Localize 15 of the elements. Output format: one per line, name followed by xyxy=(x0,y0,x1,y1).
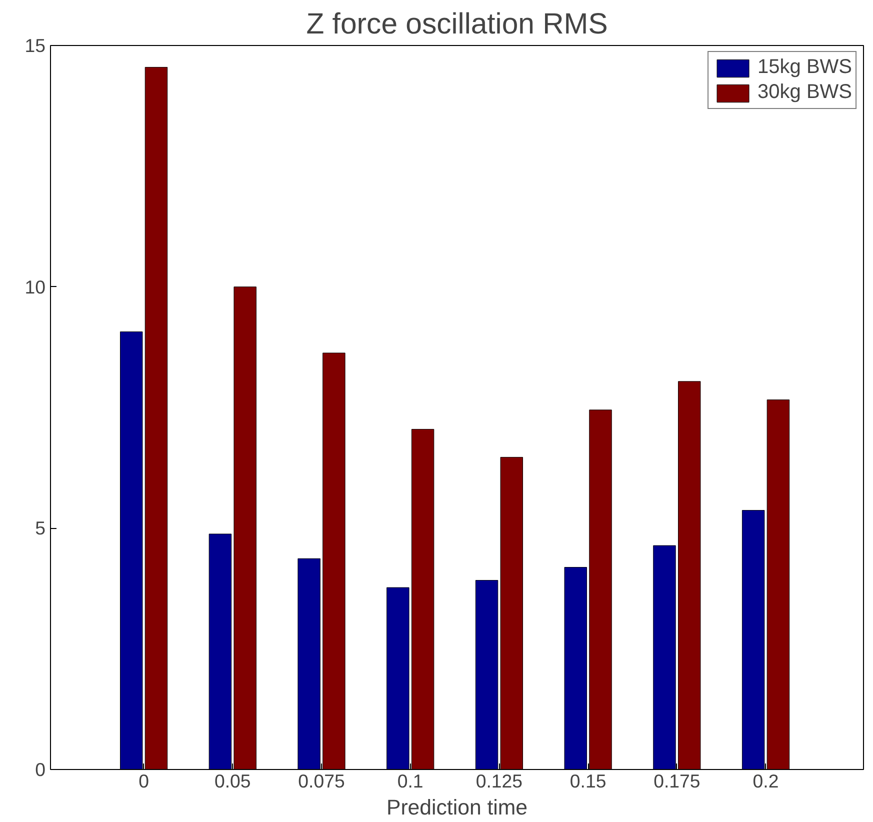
x-tick-label: 0.075 xyxy=(298,770,345,792)
y-tick-label: 15 xyxy=(24,35,46,56)
y-tick-label: 5 xyxy=(35,518,46,539)
x-tick-label: 0.2 xyxy=(752,770,779,792)
x-tick-label: 0.125 xyxy=(476,770,523,792)
x-tick-label: 0.175 xyxy=(654,770,700,792)
x-tick-label: 0.1 xyxy=(397,770,424,792)
legend-label: 15kg BWS xyxy=(758,56,852,79)
legend-label: 30kg BWS xyxy=(758,81,852,104)
y-tick-label: 10 xyxy=(24,276,46,298)
x-axis-title: Prediction time xyxy=(386,796,528,820)
chart-title: Z force oscillation RMS xyxy=(306,8,608,40)
x-tick-label: 0.05 xyxy=(214,770,251,792)
x-tick-label: 0 xyxy=(138,770,149,792)
x-tick-label: 0.15 xyxy=(570,770,606,792)
